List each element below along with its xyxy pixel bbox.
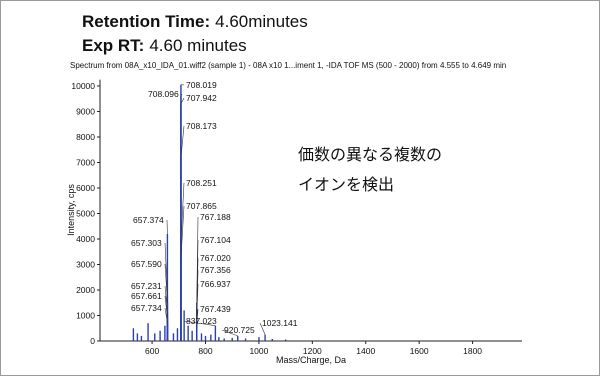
title-line: Retention Time: 4.60minutes [82,12,308,31]
title-label: Retention Time: [82,12,210,31]
x-tick-label: 1200 [303,346,322,356]
y-tick-label: 10000 [71,81,95,91]
y-tick-label: 0 [90,336,95,346]
leader-line [180,205,185,260]
peak-label: 767.439 [200,304,231,314]
y-tick-label: 7000 [76,157,95,167]
x-tick-label: 1400 [356,346,375,356]
y-tick-label: 2000 [76,285,95,295]
peak-label: 767.020 [200,253,231,263]
y-tick-label: 3000 [76,259,95,269]
peak-label: 708.096 [148,89,179,99]
title-value: 4.60minutes [215,12,308,31]
x-axis-label: Mass/Charge, Da [276,355,346,365]
peak-label: 657.590 [131,259,162,269]
peak-label: 767.356 [200,265,231,275]
y-tick-label: 6000 [76,183,95,193]
leader-line [180,125,185,158]
leader-line [196,283,199,321]
title-label: Exp RT: [82,36,144,55]
x-tick-label: 800 [198,346,212,356]
title-line: Exp RT: 4.60 minutes [82,36,247,55]
x-tick-label: 1800 [463,346,482,356]
peak-label: 707.865 [186,201,217,211]
peak-label: 766.937 [200,279,231,289]
leader-line [180,182,185,242]
x-tick-label: 1600 [410,346,429,356]
peak-label: 767.188 [200,212,231,222]
peak-label: 920.725 [224,325,255,335]
y-tick-label: 1000 [76,310,95,320]
annotation: 価数の異なる複数の [298,145,442,164]
leader-line [164,285,168,313]
leader-line [259,322,266,335]
annotation: イオンを検出 [298,175,394,194]
peak-label: 657.374 [133,215,164,225]
title-value: 4.60 minutes [149,36,246,55]
leader-line [164,242,168,296]
y-tick-label: 9000 [76,106,95,116]
x-tick-label: 1000 [249,346,268,356]
peak-label: 657.661 [131,291,162,301]
peak-label: 1023.141 [262,318,298,328]
leader-line [164,307,168,324]
y-tick-label: 8000 [76,132,95,142]
peak-label: 837.023 [186,316,217,326]
peak-label: 767.104 [200,235,231,245]
leader-line [221,329,238,337]
peak-label: 657.303 [131,238,162,248]
peak-label: 657.231 [131,281,162,291]
y-axis-label: Intensity, cps [66,184,76,236]
y-tick-label: 4000 [76,234,95,244]
peak-label: 657.734 [131,303,162,313]
x-tick-label: 600 [145,346,159,356]
leader-line [164,263,168,303]
subtitle: Spectrum from 08A_x10_IDA_01.wiff2 (samp… [70,61,506,70]
peak-label: 707.942 [186,93,217,103]
leader-line [180,97,185,104]
leader-line [164,295,168,319]
peak-label: 708.173 [186,121,217,131]
peak-label: 708.019 [186,80,217,90]
leader-line [183,320,216,326]
leader-line [180,93,183,97]
y-tick-label: 5000 [76,208,95,218]
peak-label: 708.251 [186,178,217,188]
